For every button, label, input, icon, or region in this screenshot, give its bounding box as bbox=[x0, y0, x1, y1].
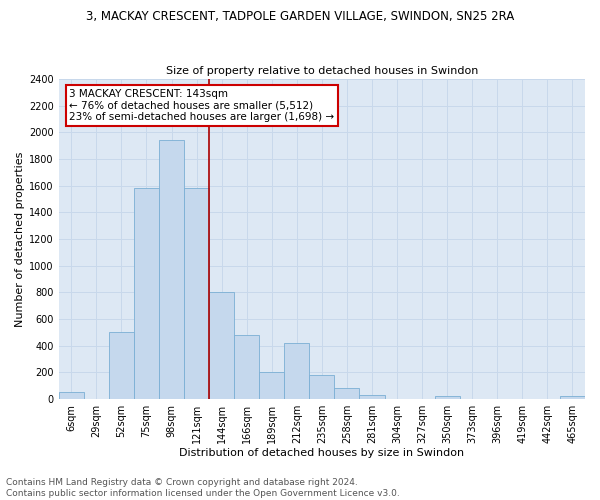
Bar bbox=[259, 372, 284, 399]
Bar bbox=[359, 395, 385, 399]
Bar bbox=[310, 375, 334, 399]
Bar bbox=[284, 343, 310, 399]
Y-axis label: Number of detached properties: Number of detached properties bbox=[15, 152, 25, 327]
Bar bbox=[560, 396, 585, 399]
Bar bbox=[334, 388, 359, 399]
Text: Contains HM Land Registry data © Crown copyright and database right 2024.
Contai: Contains HM Land Registry data © Crown c… bbox=[6, 478, 400, 498]
Bar bbox=[434, 396, 460, 399]
Bar bbox=[59, 392, 84, 399]
Bar bbox=[109, 332, 134, 399]
Bar bbox=[234, 335, 259, 399]
Text: 3 MACKAY CRESCENT: 143sqm
← 76% of detached houses are smaller (5,512)
23% of se: 3 MACKAY CRESCENT: 143sqm ← 76% of detac… bbox=[70, 88, 334, 122]
Bar bbox=[209, 292, 234, 399]
Bar bbox=[134, 188, 159, 399]
Bar bbox=[184, 188, 209, 399]
Bar bbox=[159, 140, 184, 399]
Title: Size of property relative to detached houses in Swindon: Size of property relative to detached ho… bbox=[166, 66, 478, 76]
Text: 3, MACKAY CRESCENT, TADPOLE GARDEN VILLAGE, SWINDON, SN25 2RA: 3, MACKAY CRESCENT, TADPOLE GARDEN VILLA… bbox=[86, 10, 514, 23]
X-axis label: Distribution of detached houses by size in Swindon: Distribution of detached houses by size … bbox=[179, 448, 464, 458]
